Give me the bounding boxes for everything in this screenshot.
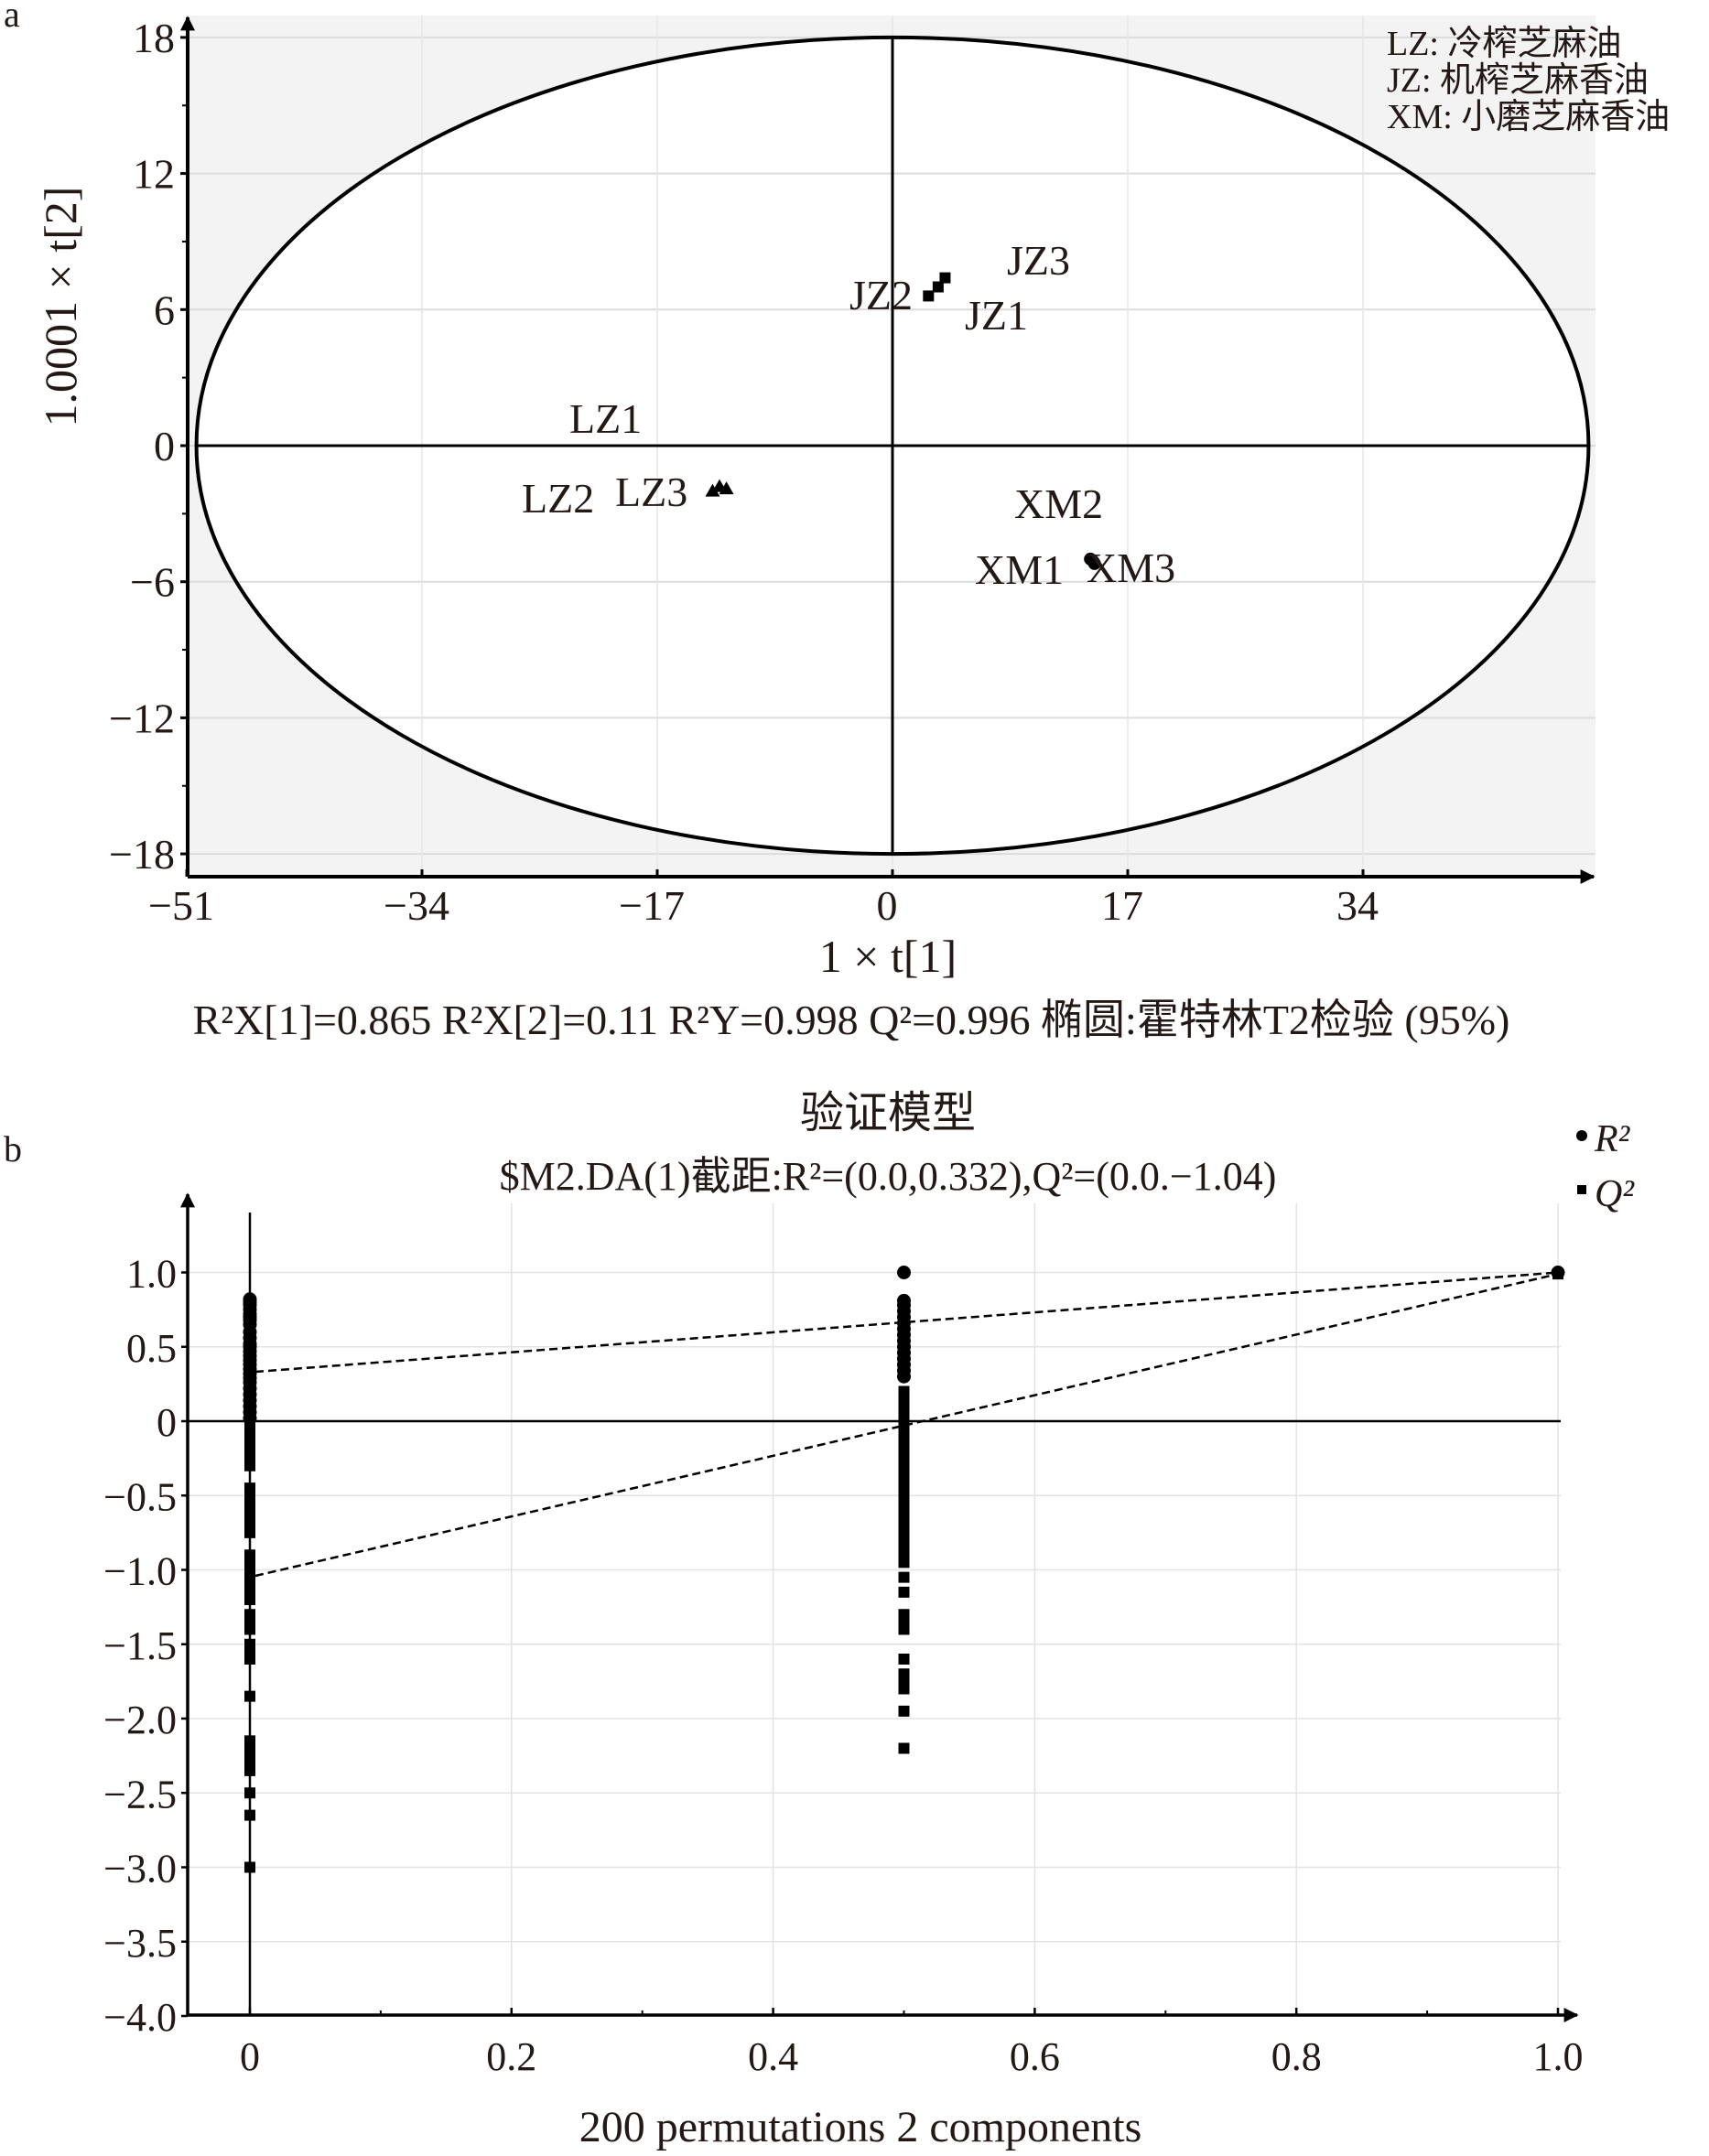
data-point [244,1809,255,1821]
x-tick-label: 17 [1101,882,1143,929]
x-tick-label: 34 [1336,882,1379,929]
panel-a-label: a [4,0,20,35]
series-r2 [243,1266,1565,1426]
data-point [244,1526,255,1538]
y-tick-label: −18 [109,831,175,878]
chart-subtitle: $M2.DA(1)截距:R²=(0.0,0.332),Q²=(0.0.−1.04… [500,1154,1277,1199]
y-tick-label: −1.5 [103,1623,177,1668]
data-point [244,1460,255,1471]
data-point [244,1690,255,1702]
data-point [898,1654,910,1665]
data-point [932,281,944,293]
chart-a-score-plot: −18 −12 −6 0 6 12 18 −51 −34 −17 0 17 34 1 × t[1] 1.00… [35,15,1670,1043]
y-tick-label: −0.5 [103,1474,177,1519]
data-point [244,1787,255,1799]
point-label: LZ3 [615,469,687,515]
data-point [1087,556,1101,570]
y-tick-label: −4.0 [103,1995,177,2040]
point-label: JZ1 [965,292,1028,339]
data-point [244,1861,255,1873]
y-tick-label: 18 [133,15,175,61]
point-label: JZ3 [1007,237,1070,284]
legend-entry: Q² [1595,1173,1635,1215]
y-tick-label: 0 [154,423,175,469]
data-point [898,1586,910,1598]
x-tick-label: 0.8 [1271,2034,1322,2079]
data-point [244,1764,255,1776]
x-tick-label: −51 [148,882,214,929]
x-tick-label: −34 [384,882,449,929]
data-point [897,1266,911,1279]
y-tick-label: 6 [154,286,175,333]
y-tick-label: 1.0 [126,1252,177,1297]
y-tick-label: 0.5 [126,1326,177,1371]
y-tick-label: −2.5 [103,1772,177,1816]
data-point [898,1623,910,1635]
legend-entry: JZ: 机榨芝麻香油 [1387,61,1649,100]
data-point [244,1654,255,1665]
chart-title: 验证模型 [800,1089,976,1137]
data-point [898,1683,910,1695]
series-xm: XM1 XM2 XM3 [975,480,1175,593]
series-lz: LZ1 LZ2 LZ3 [522,395,734,522]
y-tick-label: 0 [157,1400,177,1445]
data-point [243,1411,257,1426]
data-point [898,1571,910,1583]
data-point [898,1557,910,1568]
x-tick-label: 0 [240,2034,260,2079]
legend-q2-marker [1577,1185,1586,1194]
panel-b-label: b [4,1128,22,1170]
x-axis-label: 1 × t[1] [819,931,957,982]
point-label: XM3 [1087,544,1175,591]
data-point [244,1623,255,1635]
y-tick-label: −6 [130,559,175,606]
y-tick-label: −12 [109,695,175,741]
y-axis-label: 1.0001 × t[2] [35,187,86,427]
x-axis-label: 200 permutations 2 components [579,2103,1142,2151]
plot-area [186,16,1595,877]
point-label: LZ2 [522,475,594,522]
point-label: XM1 [975,546,1064,593]
legend-entry: XM: 小磨芝麻香油 [1387,98,1670,136]
y-tick-label: −3.0 [103,1847,177,1892]
series-jz: JZ1 JZ2 JZ3 [849,237,1070,339]
chart-b-permutation-plot: 验证模型 $M2.DA(1)截距:R²=(0.0,0.332),Q²=(0.0.−… [103,1089,1635,2151]
data-point [705,483,720,497]
legend-r2-marker [1576,1130,1587,1141]
x-tick-label: 0.2 [486,2034,536,2079]
point-label: LZ1 [569,395,642,442]
point-label: JZ2 [849,272,913,318]
data-point [898,1705,910,1717]
x-tick-label: 0.4 [748,2034,798,2079]
data-point [719,481,734,495]
model-stats-annotation: R²X[1]=0.865 R²X[2]=0.11 R²Y=0.998 Q²=0.… [193,997,1510,1043]
series-q2 [244,1268,1563,1873]
legend-entry: LZ: 冷榨芝麻油 [1387,25,1621,63]
y-tick-label: −2.0 [103,1698,177,1742]
x-tick-label: 0 [877,882,898,929]
data-point [939,272,951,284]
point-label: XM2 [1014,480,1103,527]
data-point [897,1369,911,1384]
legend-entry: R² [1594,1118,1631,1160]
x-tick-label: 1.0 [1533,2034,1584,2079]
x-tick-label: 0.6 [1010,2034,1060,2079]
y-tick-label: −3.5 [103,1921,177,1966]
data-point [1551,1266,1565,1279]
data-point [244,1594,255,1605]
y-tick-label: −1.0 [103,1549,177,1594]
x-tick-label: −17 [619,882,685,929]
data-point [923,290,935,302]
data-point [898,1742,910,1754]
y-tick-label: 12 [133,151,175,198]
